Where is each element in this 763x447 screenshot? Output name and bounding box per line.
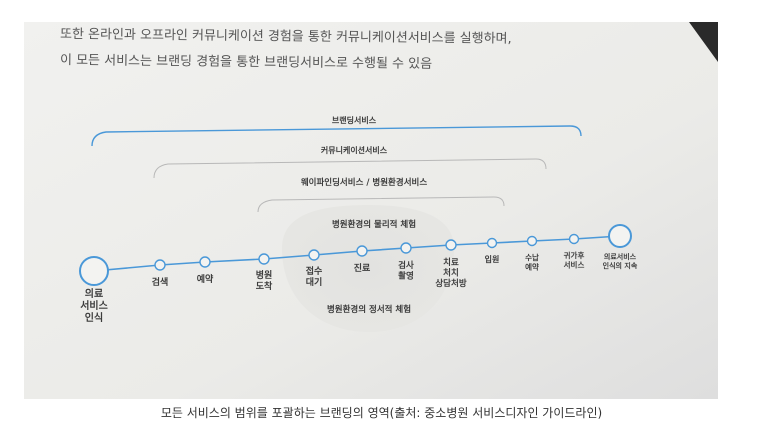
step-label-line: 도착 (256, 280, 273, 292)
figure-caption: 모든 서비스의 범위를 포괄하는 브랜딩의 영역(출처: 중소병원 서비스디자인… (160, 406, 603, 420)
wayfinding-bracket (257, 196, 505, 213)
communication-bracket (153, 158, 547, 179)
intro-line-1: 또한 온라인과 오프라인 커뮤니케이션 경험을 통한 커뮤니케이션서비스를 실행… (60, 26, 512, 47)
step-label-line: 의료서비스 (604, 252, 637, 261)
diagram-photo: 또한 온라인과 오프라인 커뮤니케이션 경험을 통한 커뮤니케이션서비스를 실행… (24, 22, 718, 399)
step-label-line: 처치 (443, 268, 459, 279)
step-node-end (608, 224, 632, 248)
step-label-line: 귀가후 (564, 250, 585, 260)
step-node-reception (308, 249, 320, 261)
step-label-line: 대기 (306, 276, 323, 288)
step-label-start: 의료 서비스 인식 (80, 287, 108, 324)
dark-corner (689, 22, 718, 62)
step-label-line: 인식의 지속 (603, 261, 638, 270)
step-label-admission: 입원 (485, 254, 500, 264)
intro-line-2: 이 모든 서비스는 브랜딩 경험을 통한 브랜딩서비스로 수행될 수 있음 (60, 52, 432, 72)
branding-label: 브랜딩서비스 (332, 115, 377, 125)
step-node-payment (526, 235, 538, 247)
step-label-line: 수납 (525, 252, 539, 262)
journey-steps (79, 224, 632, 286)
step-label-line: 촬영 (398, 271, 414, 282)
step-label-line: 인식 (85, 311, 103, 324)
step-node-admission (486, 237, 498, 249)
step-node-start (79, 256, 109, 286)
step-label-arrive: 병원 도착 (256, 269, 273, 292)
step-label-line: 검사 (398, 260, 414, 271)
step-node-treatment (356, 245, 368, 257)
step-label-line: 서비스 (80, 299, 108, 312)
step-node-arrive (258, 253, 270, 265)
wayfinding-label: 웨이파인딩서비스 / 병원환경서비스 (301, 177, 428, 188)
step-label-line: 입원 (485, 254, 500, 264)
step-label-end: 의료서비스 인식의 지속 (603, 252, 638, 270)
step-label-line: 예약 (525, 262, 539, 272)
step-node-therapy (445, 239, 457, 251)
step-label-therapy: 치료 처치 상담처방 (435, 257, 466, 289)
step-label-reserve: 예약 (197, 273, 214, 285)
physical-experience-label: 병원환경의 물리적 체험 (332, 219, 416, 230)
step-label-exam: 검사 촬영 (398, 260, 414, 282)
step-node-return (568, 233, 580, 245)
experience-area (282, 205, 454, 332)
step-label-return: 귀가후 서비스 (564, 250, 585, 270)
step-label-search: 검색 (152, 276, 169, 288)
step-label-line: 의료 (85, 287, 103, 300)
step-label-line: 병원 (256, 269, 273, 281)
emotional-experience-label: 병원환경의 정서적 체험 (327, 304, 411, 315)
step-label-line: 예약 (197, 273, 214, 285)
step-label-line: 검색 (152, 276, 169, 288)
step-node-exam (400, 242, 412, 254)
journey-line (93, 235, 621, 272)
communication-label: 커뮤니케이션서비스 (321, 145, 388, 155)
step-node-reserve (199, 256, 211, 268)
step-label-treatment: 진료 (354, 262, 371, 274)
step-label-line: 치료 (443, 257, 459, 268)
step-label-line: 상담처방 (435, 278, 466, 289)
branding-bracket (91, 125, 582, 147)
step-label-payment: 수납 예약 (525, 252, 539, 272)
step-label-reception: 접수 대기 (306, 265, 323, 288)
step-node-search (154, 259, 166, 271)
step-label-line: 접수 (306, 265, 323, 277)
step-label-line: 서비스 (564, 260, 585, 270)
step-label-line: 진료 (354, 262, 371, 274)
